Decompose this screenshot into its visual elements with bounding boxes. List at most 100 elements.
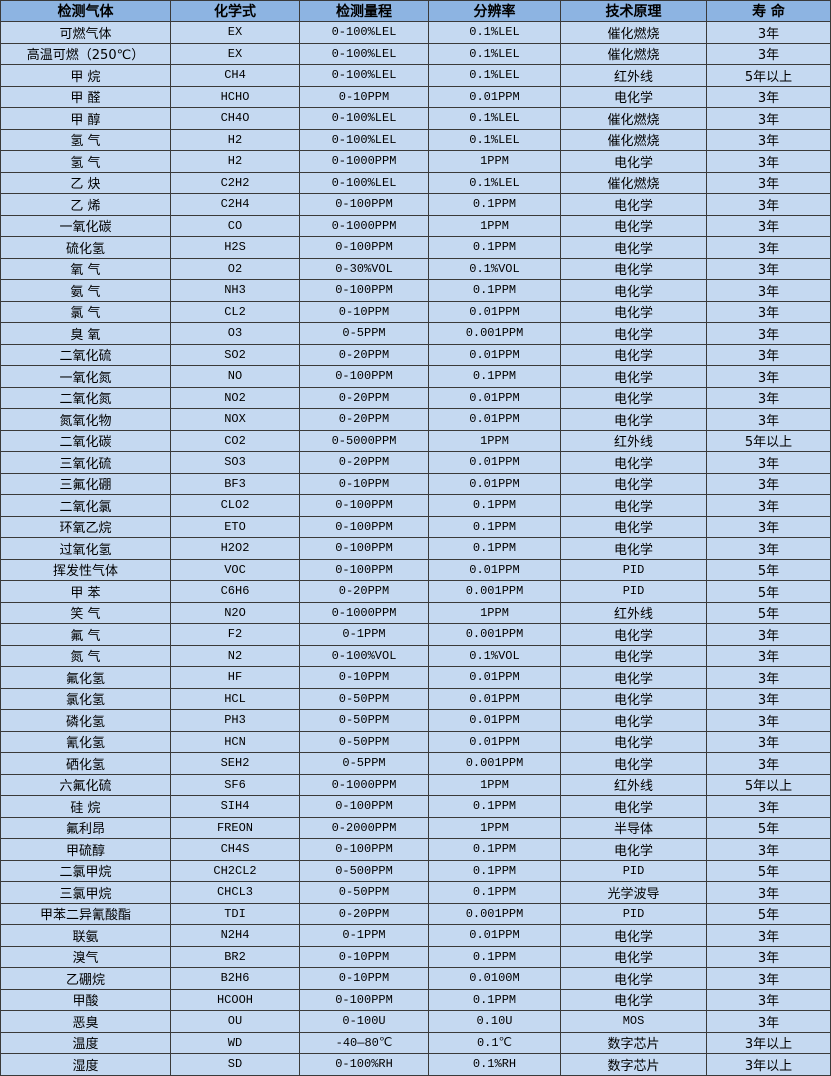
resolution-cell: 0.01PPM bbox=[428, 730, 561, 753]
lifespan-cell: 5年 bbox=[706, 902, 831, 925]
lifespan-cell: 3年 bbox=[706, 257, 831, 280]
resolution-cell: 0.1℃ bbox=[428, 1031, 561, 1054]
table-row: 二氧化碳 CO2 0-5000PPM 1PPM 红外线 5年以上 bbox=[0, 429, 831, 452]
range-cell: 0-50PPM bbox=[299, 687, 429, 710]
resolution-cell: 1PPM bbox=[428, 773, 561, 796]
resolution-cell: 0.001PPM bbox=[428, 902, 561, 925]
lifespan-cell: 3年以上 bbox=[706, 1053, 831, 1076]
formula-cell: EX bbox=[170, 21, 300, 44]
range-cell: 0-20PPM bbox=[299, 580, 429, 603]
resolution-cell: 0.1%LEL bbox=[428, 64, 561, 87]
gas-cell: 硅 烷 bbox=[0, 795, 171, 818]
lifespan-cell: 5年以上 bbox=[706, 64, 831, 87]
formula-cell: CLO2 bbox=[170, 494, 300, 517]
range-cell: 0-5PPM bbox=[299, 322, 429, 345]
formula-cell: N2H4 bbox=[170, 924, 300, 947]
gas-cell: 臭 氧 bbox=[0, 322, 171, 345]
resolution-cell: 0.1%LEL bbox=[428, 128, 561, 151]
lifespan-cell: 5年以上 bbox=[706, 429, 831, 452]
gas-cell: 乙 炔 bbox=[0, 171, 171, 194]
range-cell: 0-100%LEL bbox=[299, 128, 429, 151]
table-row: 三氧化硫 SO3 0-20PPM 0.01PPM 电化学 3年 bbox=[0, 451, 831, 474]
gas-cell: 硫化氢 bbox=[0, 236, 171, 259]
table-row: 氯 气 CL2 0-10PPM 0.01PPM 电化学 3年 bbox=[0, 300, 831, 323]
gas-cell: 氟化氢 bbox=[0, 666, 171, 689]
formula-cell: ETO bbox=[170, 515, 300, 538]
principle-cell: 催化燃烧 bbox=[560, 42, 707, 65]
lifespan-cell: 3年 bbox=[706, 515, 831, 538]
gas-cell: 二氯甲烷 bbox=[0, 859, 171, 882]
table-row: 温度 WD -40—80℃ 0.1℃ 数字芯片 3年以上 bbox=[0, 1031, 831, 1054]
table-row: 硅 烷 SIH4 0-100PPM 0.1PPM 电化学 3年 bbox=[0, 795, 831, 818]
gas-cell: 甲 烷 bbox=[0, 64, 171, 87]
resolution-cell: 1PPM bbox=[428, 214, 561, 237]
range-cell: 0-100%LEL bbox=[299, 21, 429, 44]
formula-cell: SO3 bbox=[170, 451, 300, 474]
formula-cell: CHCL3 bbox=[170, 881, 300, 904]
resolution-cell: 0.1PPM bbox=[428, 365, 561, 388]
formula-cell: C2H4 bbox=[170, 193, 300, 216]
gas-cell: 二氧化氯 bbox=[0, 494, 171, 517]
range-cell: 0-100PPM bbox=[299, 279, 429, 302]
resolution-cell: 0.01PPM bbox=[428, 558, 561, 581]
table-row: 三氯甲烷 CHCL3 0-50PPM 0.1PPM 光学波导 3年 bbox=[0, 881, 831, 904]
formula-cell: C2H2 bbox=[170, 171, 300, 194]
principle-cell: 数字芯片 bbox=[560, 1031, 707, 1054]
formula-cell: NO bbox=[170, 365, 300, 388]
table-row: 可燃气体 EX 0-100%LEL 0.1%LEL 催化燃烧 3年 bbox=[0, 21, 831, 44]
gas-cell: 甲苯二异氰酸酯 bbox=[0, 902, 171, 925]
lifespan-cell: 3年 bbox=[706, 343, 831, 366]
lifespan-cell: 3年 bbox=[706, 85, 831, 108]
resolution-cell: 0.001PPM bbox=[428, 623, 561, 646]
gas-cell: 湿度 bbox=[0, 1053, 171, 1076]
lifespan-cell: 3年 bbox=[706, 300, 831, 323]
resolution-cell: 0.01PPM bbox=[428, 386, 561, 409]
gas-cell: 二氧化氮 bbox=[0, 386, 171, 409]
principle-cell: 催化燃烧 bbox=[560, 171, 707, 194]
lifespan-cell: 3年 bbox=[706, 881, 831, 904]
principle-cell: 电化学 bbox=[560, 193, 707, 216]
formula-cell: OU bbox=[170, 1010, 300, 1033]
principle-cell: 电化学 bbox=[560, 494, 707, 517]
resolution-cell: 0.001PPM bbox=[428, 322, 561, 345]
principle-cell: 数字芯片 bbox=[560, 1053, 707, 1076]
gas-cell: 甲 醇 bbox=[0, 107, 171, 130]
gas-cell: 氮氧化物 bbox=[0, 408, 171, 431]
range-cell: 0-100PPM bbox=[299, 515, 429, 538]
gas-cell: 氯 气 bbox=[0, 300, 171, 323]
formula-cell: CO bbox=[170, 214, 300, 237]
gas-cell: 联氨 bbox=[0, 924, 171, 947]
table-row: 甲 烷 CH4 0-100%LEL 0.1%LEL 红外线 5年以上 bbox=[0, 64, 831, 87]
resolution-cell: 1PPM bbox=[428, 601, 561, 624]
table-row: 氰化氢 HCN 0-50PPM 0.01PPM 电化学 3年 bbox=[0, 730, 831, 753]
range-cell: 0-30%VOL bbox=[299, 257, 429, 280]
range-cell: 0-100PPM bbox=[299, 365, 429, 388]
resolution-cell: 0.1%LEL bbox=[428, 42, 561, 65]
table-header-row: 检测气体 化学式 检测量程 分辨率 技术原理 寿 命 bbox=[0, 0, 831, 22]
lifespan-cell: 3年 bbox=[706, 537, 831, 560]
range-cell: 0-100%VOL bbox=[299, 644, 429, 667]
range-cell: 0-1000PPM bbox=[299, 150, 429, 173]
range-cell: 0-5PPM bbox=[299, 752, 429, 775]
principle-cell: 红外线 bbox=[560, 773, 707, 796]
formula-cell: CO2 bbox=[170, 429, 300, 452]
principle-cell: 催化燃烧 bbox=[560, 107, 707, 130]
formula-cell: VOC bbox=[170, 558, 300, 581]
formula-cell: BF3 bbox=[170, 472, 300, 495]
lifespan-cell: 3年 bbox=[706, 687, 831, 710]
principle-cell: 电化学 bbox=[560, 214, 707, 237]
lifespan-cell: 3年 bbox=[706, 644, 831, 667]
resolution-cell: 1PPM bbox=[428, 429, 561, 452]
lifespan-cell: 3年 bbox=[706, 408, 831, 431]
lifespan-cell: 5年 bbox=[706, 816, 831, 839]
lifespan-cell: 3年 bbox=[706, 42, 831, 65]
formula-cell: C6H6 bbox=[170, 580, 300, 603]
gas-cell: 氯化氢 bbox=[0, 687, 171, 710]
table-row: 甲 醛 HCHO 0-10PPM 0.01PPM 电化学 3年 bbox=[0, 85, 831, 108]
resolution-cell: 0.1PPM bbox=[428, 193, 561, 216]
range-cell: 0-20PPM bbox=[299, 902, 429, 925]
resolution-cell: 0.1PPM bbox=[428, 945, 561, 968]
gas-cell: 甲 苯 bbox=[0, 580, 171, 603]
resolution-cell: 0.01PPM bbox=[428, 924, 561, 947]
gas-cell: 三氧化硫 bbox=[0, 451, 171, 474]
